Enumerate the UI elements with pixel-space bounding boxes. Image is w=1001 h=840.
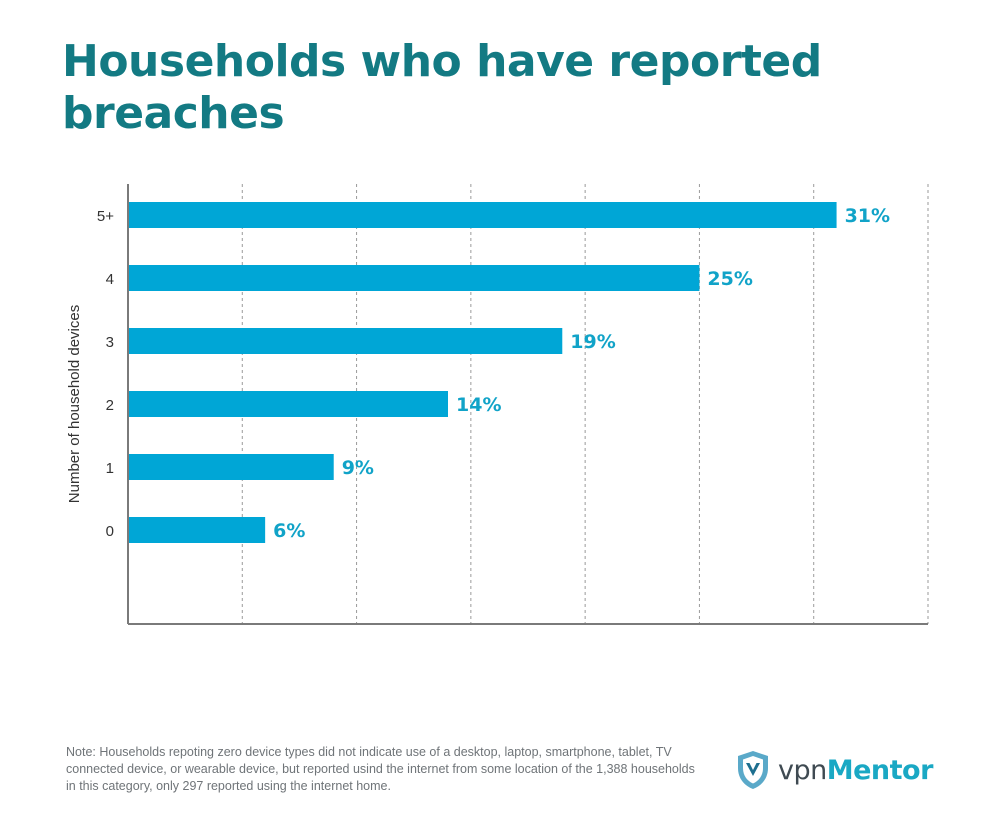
y-axis-label: Number of household devices — [66, 305, 83, 503]
bar-chart: 31% 5+ 25% 4 19% 3 14% 2 9% 1 6% 0 Number of househ… — [66, 184, 929, 625]
bar-2 — [128, 391, 448, 417]
logo-wordmark: vpnMentor — [778, 755, 933, 786]
bar-5+ — [128, 202, 837, 228]
value-label: 6% — [273, 520, 305, 542]
footnote: Note: Households repoting zero device ty… — [66, 745, 695, 793]
value-label: 31% — [845, 205, 890, 227]
bar-3 — [128, 328, 563, 354]
bar-0 — [128, 517, 266, 543]
value-label: 19% — [570, 331, 615, 353]
labels: 31% 5+ 25% 4 19% 3 14% 2 9% 1 6% 0 — [97, 205, 890, 542]
logo-text-vpn: vpn — [778, 754, 827, 786]
gridlines — [241, 184, 929, 624]
category-label: 5+ — [97, 208, 114, 225]
vpnmentor-logo: vpnMentor — [736, 748, 933, 792]
value-label: 14% — [456, 394, 501, 416]
category-label: 4 — [106, 271, 114, 288]
value-label: 25% — [707, 268, 752, 290]
category-label: 1 — [106, 460, 114, 477]
category-label: 2 — [106, 397, 114, 414]
category-label: 3 — [106, 334, 114, 351]
bars — [128, 202, 837, 543]
category-label: 0 — [106, 523, 114, 540]
logo-text-mentor: Mentor — [826, 754, 934, 786]
chart-title: Households who have reported breaches — [62, 36, 822, 139]
bar-1 — [128, 454, 334, 480]
value-label: 9% — [342, 457, 374, 479]
bar-4 — [128, 265, 700, 291]
shield-logo-icon — [738, 751, 768, 789]
